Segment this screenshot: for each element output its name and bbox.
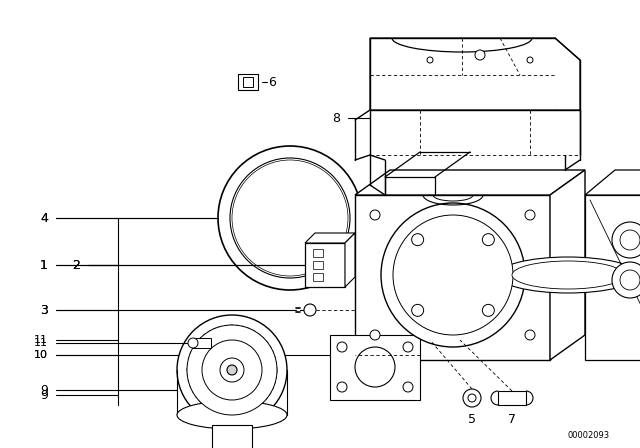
Circle shape (412, 304, 424, 316)
Circle shape (220, 358, 244, 382)
Bar (313, 273, 323, 281)
Text: 4: 4 (40, 211, 48, 224)
Bar (313, 261, 323, 269)
Circle shape (218, 146, 362, 290)
Circle shape (230, 158, 350, 278)
Circle shape (620, 270, 640, 290)
Circle shape (620, 230, 640, 250)
Bar (305, 243, 345, 287)
Circle shape (463, 389, 481, 407)
Circle shape (177, 315, 287, 425)
Circle shape (525, 330, 535, 340)
Circle shape (337, 342, 347, 352)
Circle shape (427, 57, 433, 63)
Text: 7: 7 (508, 413, 516, 426)
Circle shape (381, 203, 525, 347)
Circle shape (337, 382, 347, 392)
Circle shape (188, 338, 198, 348)
Circle shape (483, 234, 494, 246)
Text: 3: 3 (40, 303, 48, 316)
Text: 11: 11 (34, 338, 48, 348)
Circle shape (370, 330, 380, 340)
Polygon shape (345, 233, 355, 287)
Polygon shape (550, 170, 585, 360)
Bar (498, 391, 526, 405)
Bar (212, 425, 252, 448)
Text: 5: 5 (468, 413, 476, 426)
Text: 4: 4 (40, 211, 48, 224)
Circle shape (187, 325, 277, 415)
Text: 9: 9 (40, 388, 48, 401)
Ellipse shape (498, 257, 638, 293)
Polygon shape (370, 38, 580, 110)
Circle shape (527, 57, 533, 63)
Bar (313, 249, 323, 257)
Polygon shape (585, 195, 640, 360)
Circle shape (403, 382, 413, 392)
Circle shape (393, 215, 513, 335)
Text: 00002093: 00002093 (568, 431, 610, 440)
Circle shape (525, 210, 535, 220)
Circle shape (370, 210, 380, 220)
Circle shape (304, 304, 316, 316)
Text: 6: 6 (268, 76, 276, 89)
Text: 1: 1 (40, 258, 48, 271)
Text: 1: 1 (40, 258, 48, 271)
Bar (238, 74, 258, 90)
Circle shape (475, 50, 485, 60)
Bar (355, 195, 550, 360)
Circle shape (612, 222, 640, 258)
Circle shape (412, 234, 424, 246)
Circle shape (403, 342, 413, 352)
Text: 10: 10 (34, 350, 48, 360)
Ellipse shape (512, 261, 624, 289)
Circle shape (355, 347, 395, 387)
Circle shape (232, 160, 348, 276)
Circle shape (227, 365, 237, 375)
Bar (193, 338, 211, 348)
Text: 11: 11 (34, 335, 48, 345)
Circle shape (483, 304, 494, 316)
Circle shape (612, 262, 640, 298)
Text: 2: 2 (72, 258, 80, 271)
Bar (243, 77, 253, 87)
Circle shape (468, 394, 476, 402)
Polygon shape (585, 170, 640, 195)
Text: 2: 2 (72, 258, 80, 271)
Circle shape (202, 340, 262, 400)
Text: 9: 9 (40, 383, 48, 396)
Polygon shape (305, 233, 355, 243)
Bar (330, 335, 420, 400)
Polygon shape (355, 170, 585, 195)
Text: 10: 10 (34, 350, 48, 360)
Ellipse shape (177, 401, 287, 429)
Text: 3: 3 (40, 303, 48, 316)
Text: 8: 8 (332, 112, 340, 125)
